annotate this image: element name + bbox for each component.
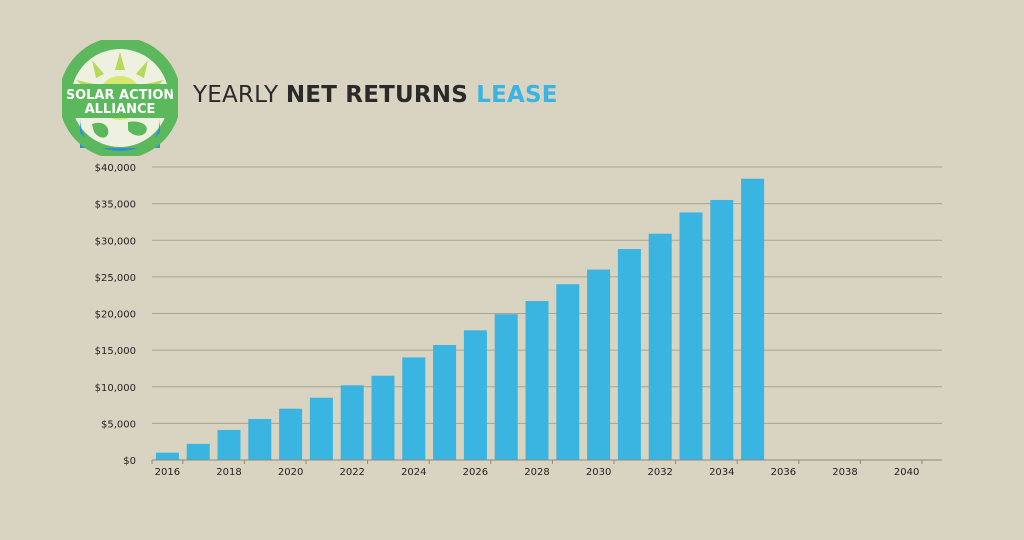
x-tick-label: 2040 xyxy=(894,467,919,478)
title-part-yearly: YEARLY xyxy=(193,82,286,108)
title-part-net-returns: NET RETURNS xyxy=(285,82,477,108)
x-tick-label: 2038 xyxy=(832,467,857,478)
bar-2031 xyxy=(617,249,641,460)
logo-outer-stroke xyxy=(59,37,181,159)
bar-2025 xyxy=(433,344,457,460)
x-tick-label: 2024 xyxy=(401,467,426,478)
logo-text-line2: ALLIANCE xyxy=(85,102,156,117)
x-tick-label: 2020 xyxy=(278,467,303,478)
x-axis xyxy=(151,459,942,464)
x-tick-label: 2030 xyxy=(586,467,611,478)
bar-2016 xyxy=(155,452,179,460)
bar-2032 xyxy=(648,233,672,460)
bar-2018 xyxy=(217,429,241,460)
x-tick-label: 2018 xyxy=(216,467,241,478)
y-tick-label: $5,000 xyxy=(101,419,136,430)
bar-2021 xyxy=(309,397,333,460)
x-tick-label: 2022 xyxy=(339,467,364,478)
bar-2017 xyxy=(186,443,210,460)
x-tick-label: 2036 xyxy=(771,467,796,478)
title-part-lease: LEASE xyxy=(476,82,558,108)
y-tick-label: $0 xyxy=(123,456,136,467)
y-tick-label: $20,000 xyxy=(95,310,136,321)
x-tick-label: 2016 xyxy=(155,467,180,478)
x-tick-label: 2034 xyxy=(709,467,734,478)
y-tick-label: $25,000 xyxy=(95,273,136,284)
chart-bars xyxy=(155,178,765,460)
y-axis-tick-labels: $0 $5,000 $10,000 $15,000 $20,000 $25,000 $30,… xyxy=(95,163,136,467)
bar-2024 xyxy=(402,357,426,460)
x-tick-label: 2028 xyxy=(524,467,549,478)
solar-action-alliance-logo: SOLAR ACTION ALLIANCE xyxy=(59,37,181,159)
x-tick-label: 2026 xyxy=(463,467,488,478)
y-tick-label: $30,000 xyxy=(95,236,136,247)
x-axis-tick-labels: 2016 2018 2020 2022 2024 2026 2028 2030 2032 2034… xyxy=(155,467,920,478)
bar-2029 xyxy=(556,284,580,460)
bar-2033 xyxy=(679,212,703,460)
logo-text-line1: SOLAR ACTION xyxy=(66,88,175,103)
x-tick-label: 2032 xyxy=(647,467,672,478)
bar-2022 xyxy=(340,385,364,460)
bar-2026 xyxy=(463,330,487,460)
y-tick-label: $10,000 xyxy=(95,383,136,394)
page-title: YEARLY NET RETURNS LEASE xyxy=(193,82,558,108)
bar-2028 xyxy=(525,301,549,460)
y-tick-label: $35,000 xyxy=(95,200,136,211)
logo-land xyxy=(92,121,147,138)
bar-2023 xyxy=(371,375,395,460)
bar-2019 xyxy=(248,418,272,460)
y-tick-label: $40,000 xyxy=(95,163,136,174)
bar-2034 xyxy=(710,199,734,460)
bar-2035 xyxy=(741,178,765,460)
bar-2027 xyxy=(494,314,518,460)
bar-2030 xyxy=(587,269,611,460)
bar-2020 xyxy=(279,408,303,460)
y-tick-label: $15,000 xyxy=(95,346,136,357)
logo-banner xyxy=(68,84,172,118)
